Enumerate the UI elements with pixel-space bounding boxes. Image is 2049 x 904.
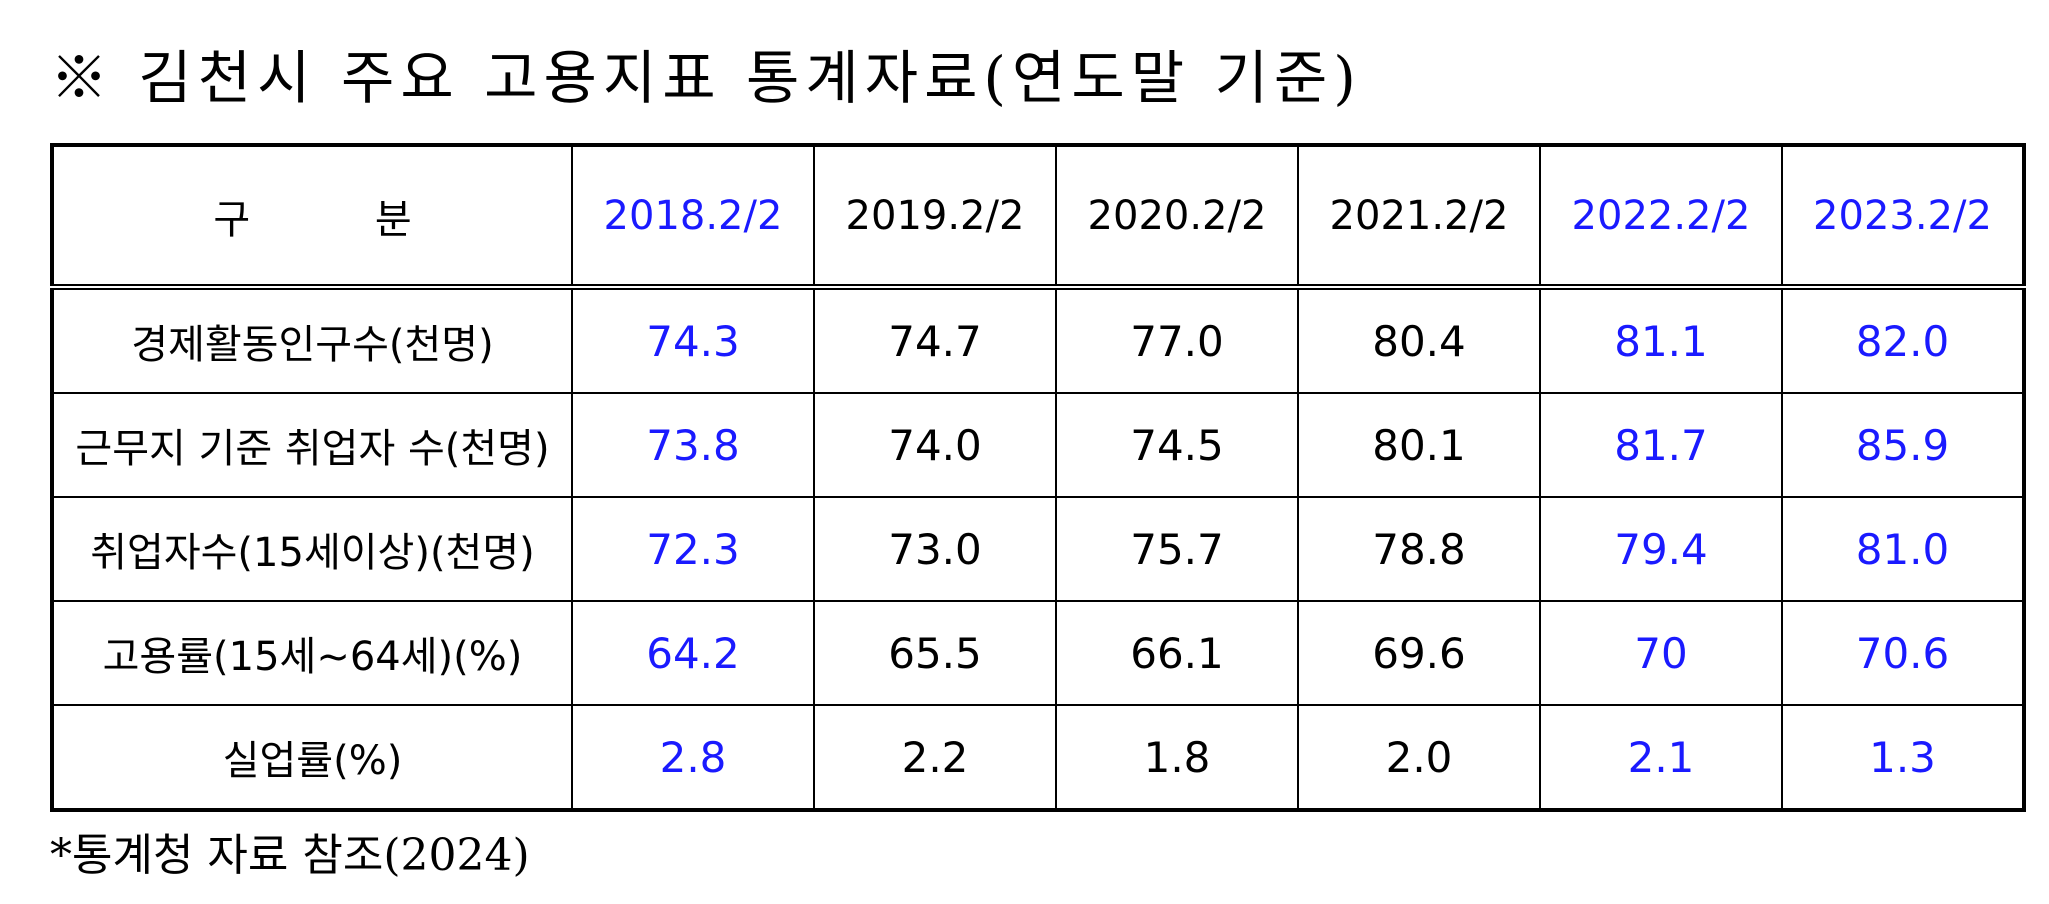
employment-stats-table: 구 분 2018.2/2 2019.2/2 2020.2/2 2021.2/2 … bbox=[50, 143, 2026, 812]
table-row: 경제활동인구수(천명) 74.3 74.7 77.0 80.4 81.1 82.… bbox=[51, 286, 2025, 394]
source-footnote: *통계청 자료 참조(2024) bbox=[50, 830, 530, 881]
table-cell: 75.7 bbox=[1055, 496, 1299, 602]
table-cell: 2.1 bbox=[1539, 704, 1783, 811]
table-row: 고용률(15세~64세)(%) 64.2 65.5 66.1 69.6 70 7… bbox=[51, 600, 2025, 706]
table-cell: 79.4 bbox=[1539, 496, 1783, 602]
column-header: 2018.2/2 bbox=[571, 144, 815, 290]
row-label: 취업자수(15세이상)(천명) bbox=[51, 496, 573, 602]
table-cell: 72.3 bbox=[571, 496, 815, 602]
table-cell: 81.1 bbox=[1539, 286, 1783, 394]
row-label: 고용률(15세~64세)(%) bbox=[51, 600, 573, 706]
table-cell: 81.0 bbox=[1781, 496, 2025, 602]
table-cell: 85.9 bbox=[1781, 392, 2025, 498]
table-cell: 80.1 bbox=[1297, 392, 1541, 498]
table-cell: 2.8 bbox=[571, 704, 815, 811]
table-cell: 78.8 bbox=[1297, 496, 1541, 602]
table-row: 근무지 기준 취업자 수(천명) 73.8 74.0 74.5 80.1 81.… bbox=[51, 392, 2025, 498]
table-cell: 69.6 bbox=[1297, 600, 1541, 706]
header-category-cell: 구 분 bbox=[51, 144, 573, 290]
table-row: 취업자수(15세이상)(천명) 72.3 73.0 75.7 78.8 79.4… bbox=[51, 496, 2025, 602]
table-cell: 64.2 bbox=[571, 600, 815, 706]
table-cell: 65.5 bbox=[813, 600, 1057, 706]
column-header: 2022.2/2 bbox=[1539, 144, 1783, 290]
table-row: 실업률(%) 2.8 2.2 1.8 2.0 2.1 1.3 bbox=[51, 704, 2025, 811]
table-cell: 77.0 bbox=[1055, 286, 1299, 394]
table-cell: 1.8 bbox=[1055, 704, 1299, 811]
row-label: 근무지 기준 취업자 수(천명) bbox=[51, 392, 573, 498]
table-cell: 80.4 bbox=[1297, 286, 1541, 394]
table-cell: 81.7 bbox=[1539, 392, 1783, 498]
table-cell: 1.3 bbox=[1781, 704, 2025, 811]
header-category-label: 구 분 bbox=[213, 196, 468, 243]
row-label: 실업률(%) bbox=[51, 704, 573, 811]
row-label: 경제활동인구수(천명) bbox=[51, 286, 573, 394]
table-cell: 82.0 bbox=[1781, 286, 2025, 394]
column-header: 2020.2/2 bbox=[1055, 144, 1299, 290]
table-cell: 74.5 bbox=[1055, 392, 1299, 498]
column-header: 2021.2/2 bbox=[1297, 144, 1541, 290]
table-cell: 74.7 bbox=[813, 286, 1057, 394]
table-cell: 74.0 bbox=[813, 392, 1057, 498]
page-title: ※ 김천시 주요 고용지표 통계자료(연도말 기준) bbox=[50, 44, 1362, 112]
column-header: 2023.2/2 bbox=[1781, 144, 2025, 290]
column-header: 2019.2/2 bbox=[813, 144, 1057, 290]
table-cell: 2.2 bbox=[813, 704, 1057, 811]
table-cell: 74.3 bbox=[571, 286, 815, 394]
table-header-row: 구 분 2018.2/2 2019.2/2 2020.2/2 2021.2/2 … bbox=[51, 144, 2025, 290]
table-cell: 73.8 bbox=[571, 392, 815, 498]
table-cell: 73.0 bbox=[813, 496, 1057, 602]
table-cell: 66.1 bbox=[1055, 600, 1299, 706]
table-cell: 70 bbox=[1539, 600, 1783, 706]
table-cell: 70.6 bbox=[1781, 600, 2025, 706]
table-cell: 2.0 bbox=[1297, 704, 1541, 811]
